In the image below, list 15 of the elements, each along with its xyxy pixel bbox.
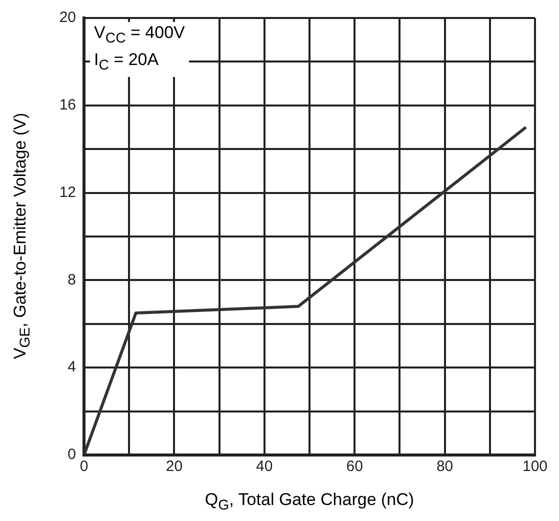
- y-tick-label: 12: [59, 184, 76, 201]
- x-tick-label: 0: [80, 458, 88, 476]
- x-tick-label: 100: [522, 458, 548, 476]
- x-tick-label: 40: [256, 458, 273, 476]
- x-tick-label: 60: [346, 458, 363, 476]
- annotation: V$_{CC}$ = 400V: [94, 22, 185, 48]
- x-tick-label: 20: [166, 458, 183, 476]
- x-axis-title: Q$_{G}$, Total Gate Charge (nC): [204, 490, 416, 514]
- y-tick-label: 16: [59, 96, 76, 114]
- y-tick-label: 20: [59, 9, 76, 26]
- y-tick-label: 8: [68, 271, 76, 288]
- y-tick-label: 4: [68, 358, 76, 376]
- x-tick-label: 80: [436, 458, 454, 476]
- annotation: I$_{C}$ = 20A: [94, 49, 160, 76]
- y-tick-label: 0: [68, 446, 76, 464]
